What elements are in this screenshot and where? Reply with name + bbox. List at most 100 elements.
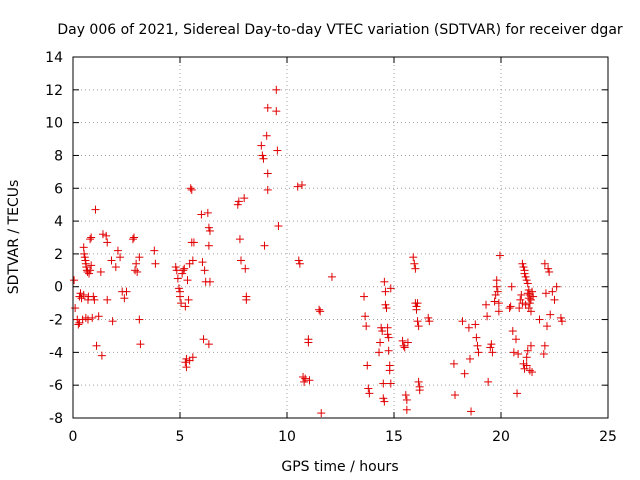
data-point: [411, 264, 420, 273]
data-point: [77, 294, 86, 303]
data-point: [507, 282, 516, 291]
data-point: [177, 299, 186, 308]
data-point: [524, 294, 533, 303]
y-tick-label: -2: [49, 313, 63, 329]
data-point: [528, 368, 537, 377]
data-point: [516, 295, 525, 304]
data-point: [401, 391, 410, 400]
data-point: [557, 317, 566, 326]
data-point: [519, 263, 528, 272]
data-point: [135, 315, 144, 324]
data-point: [183, 276, 192, 285]
data-point: [524, 304, 533, 313]
data-point: [182, 363, 191, 372]
data-point: [203, 208, 212, 217]
data-point: [525, 299, 534, 308]
data-point: [91, 205, 100, 214]
data-point: [257, 141, 266, 150]
data-point: [460, 369, 469, 378]
data-point: [414, 377, 423, 386]
data-point: [185, 356, 194, 365]
data-point: [535, 315, 544, 324]
data-point: [297, 180, 306, 189]
data-point: [111, 263, 120, 272]
data-point: [234, 197, 243, 206]
data-point: [200, 266, 209, 275]
data-point: [506, 302, 515, 311]
data-point: [301, 374, 310, 383]
data-point: [505, 304, 514, 313]
data-point: [176, 292, 184, 301]
x-tick-label: 15: [385, 429, 403, 445]
data-point: [75, 318, 84, 327]
data-point: [386, 284, 395, 293]
data-point: [299, 372, 308, 381]
data-point: [259, 154, 268, 163]
data-point: [233, 200, 242, 209]
data-point: [402, 395, 411, 404]
data-point: [205, 226, 214, 235]
data-point: [96, 267, 105, 276]
data-point: [361, 312, 370, 321]
data-point: [150, 246, 159, 255]
y-tick-label: -8: [49, 411, 63, 427]
data-point: [173, 274, 182, 283]
data-point: [304, 338, 313, 347]
data-point: [399, 341, 408, 350]
data-point: [545, 267, 554, 276]
data-point: [523, 346, 532, 355]
data-point: [76, 289, 85, 298]
data-point: [263, 103, 272, 112]
data-point: [97, 351, 106, 360]
data-point: [386, 379, 395, 388]
data-point: [486, 343, 495, 352]
data-point: [403, 338, 412, 347]
data-point: [171, 263, 180, 272]
data-point: [402, 405, 411, 414]
data-point: [120, 294, 129, 303]
data-point: [520, 269, 529, 278]
data-point: [522, 353, 531, 362]
data-point: [187, 185, 196, 194]
data-point: [151, 259, 160, 268]
data-point: [108, 317, 117, 326]
data-point: [300, 377, 309, 386]
data-point: [79, 290, 88, 299]
data-point: [189, 238, 198, 247]
data-point: [87, 261, 96, 270]
data-point: [316, 307, 325, 316]
data-points: [70, 85, 566, 418]
data-point: [521, 300, 530, 309]
data-point: [295, 259, 304, 268]
data-point: [526, 295, 535, 304]
data-point: [525, 366, 534, 375]
data-point: [85, 269, 94, 278]
data-point: [529, 292, 538, 301]
data-point: [241, 264, 250, 273]
data-point: [541, 289, 550, 298]
data-point: [240, 194, 249, 203]
data-point: [412, 305, 421, 314]
data-point: [522, 276, 531, 285]
data-point: [413, 317, 422, 326]
data-point: [380, 397, 389, 406]
y-tick-label: 4: [54, 214, 63, 230]
data-point: [384, 333, 393, 342]
data-point: [491, 290, 500, 299]
data-point: [458, 317, 467, 326]
data-point: [188, 256, 197, 265]
data-point: [362, 322, 371, 331]
data-point: [515, 304, 524, 313]
data-point: [75, 292, 84, 301]
data-point: [546, 310, 555, 319]
data-point: [274, 222, 283, 231]
data-point: [82, 263, 91, 272]
data-point: [360, 292, 369, 301]
data-point: [382, 304, 391, 313]
data-point: [378, 327, 387, 336]
data-point: [450, 391, 459, 400]
data-point: [197, 210, 206, 219]
data-point: [544, 264, 553, 273]
data-point: [380, 277, 389, 286]
data-point: [103, 238, 112, 247]
